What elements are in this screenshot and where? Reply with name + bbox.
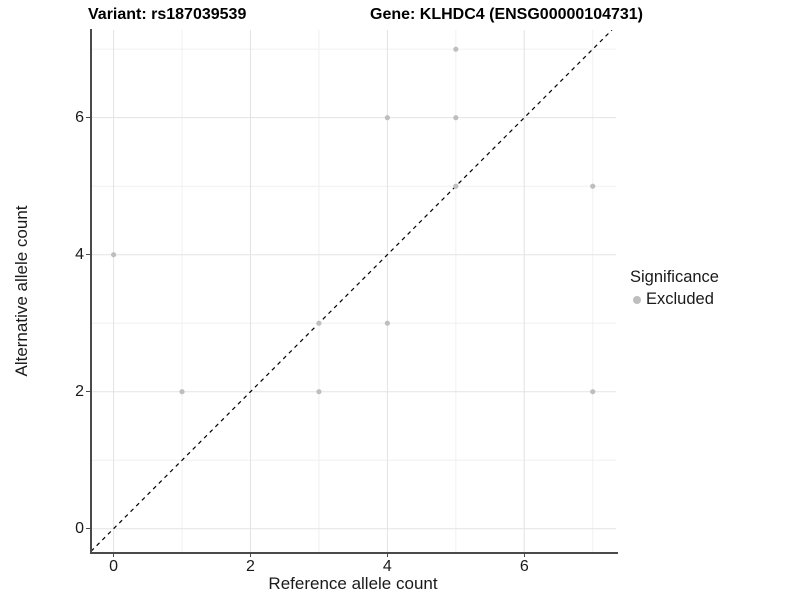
y-tick-mark <box>86 527 90 530</box>
y-tick-mark <box>86 116 90 119</box>
data-point <box>453 46 459 52</box>
data-point <box>453 115 459 121</box>
gene-title: Gene: KLHDC4 (ENSG00000104731) <box>370 6 644 23</box>
plot-panel <box>91 30 616 552</box>
y-axis-title: Alternative allele count <box>12 205 31 377</box>
y-tick-label: 2 <box>75 382 84 400</box>
y-tick-label: 0 <box>75 519 84 537</box>
data-point <box>590 389 596 395</box>
variant-title: Variant: rs187039539 <box>88 6 247 23</box>
legend-item-label: Excluded <box>646 290 714 308</box>
y-tick-label: 4 <box>75 245 84 263</box>
plot-area-svg <box>91 30 616 552</box>
x-tick-mark <box>386 553 389 557</box>
identity-line <box>91 30 613 552</box>
data-point <box>316 320 322 326</box>
y-tick-mark <box>86 390 90 393</box>
x-tick-mark <box>249 553 252 557</box>
y-tick-mark <box>86 253 90 256</box>
data-point <box>384 320 390 326</box>
x-tick-label: 6 <box>519 558 529 575</box>
x-tick-mark <box>112 553 115 557</box>
legend: Significance Excluded <box>630 268 719 309</box>
x-tick-label: 0 <box>109 558 119 575</box>
y-axis-line <box>90 29 92 553</box>
legend-key-dot-icon <box>633 295 641 304</box>
x-tick-mark <box>523 553 526 557</box>
y-tick-label: 6 <box>75 108 84 126</box>
data-point <box>384 115 390 121</box>
x-axis-line <box>90 552 618 554</box>
data-point <box>316 389 322 395</box>
data-point <box>110 252 117 258</box>
x-axis-title: Reference allele count <box>268 574 438 593</box>
x-tick-label: 4 <box>382 558 392 575</box>
legend-items: Excluded <box>630 290 719 309</box>
data-point <box>453 183 459 189</box>
x-tick-label: 2 <box>246 558 255 575</box>
legend-title: Significance <box>630 268 719 286</box>
legend-item: Excluded <box>630 290 719 309</box>
data-point <box>179 389 185 395</box>
data-point <box>590 183 596 189</box>
